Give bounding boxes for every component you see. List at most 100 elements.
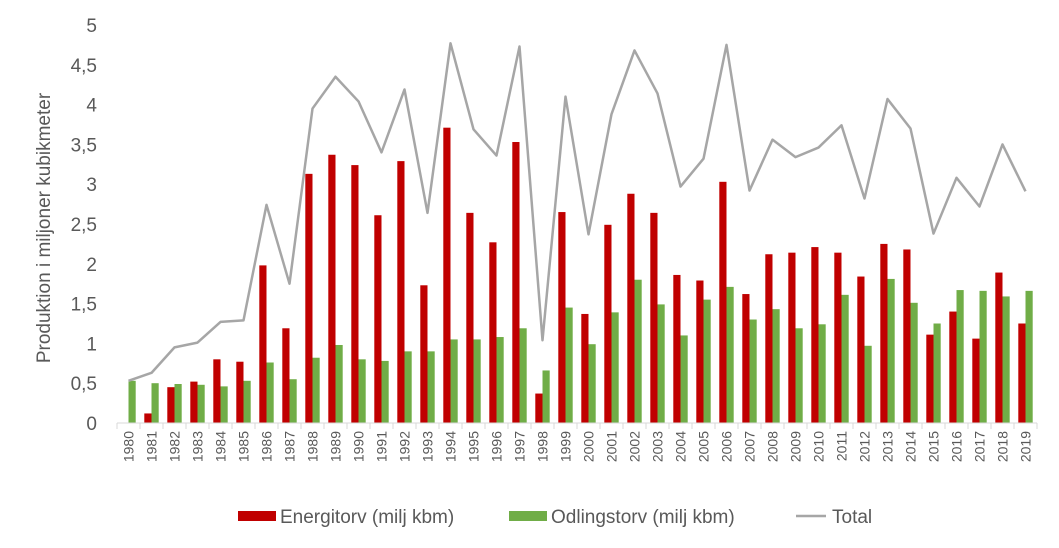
odlingstorv-bar <box>565 307 573 423</box>
odlingstorv-bar <box>381 360 389 423</box>
odlingstorv-bar <box>289 379 297 423</box>
x-tick-label: 2009 <box>788 431 804 462</box>
energitorv-bar <box>305 173 313 423</box>
energitorv-bar <box>190 381 198 423</box>
odlingstorv-bar <box>266 362 274 423</box>
energitorv-bar <box>903 249 911 423</box>
energitorv-bar <box>604 224 612 423</box>
y-axis-label-group: Produktion i miljoner kubikmeter <box>34 92 55 363</box>
energitorv-bar <box>282 328 290 423</box>
energitorv-bar <box>213 359 221 423</box>
x-tick-label: 2013 <box>880 431 896 462</box>
odlingstorv-bar <box>887 278 895 423</box>
y-tick-label: 0 <box>86 414 97 435</box>
legend-label: Total <box>832 507 872 528</box>
energitorv-bar <box>926 334 934 423</box>
odlingstorv-bar <box>956 290 964 423</box>
legend-swatch <box>509 511 547 521</box>
x-tick-label: 2018 <box>995 431 1011 462</box>
y-tick-labels: 0 0,5 1 1,5 2 2,5 3 3,5 4 4,5 5 <box>71 16 98 435</box>
x-tick-label: 2016 <box>949 431 965 462</box>
y-tick-label: 4,5 <box>71 56 97 77</box>
energitorv-bar <box>995 272 1003 423</box>
total-line-group <box>128 42 1027 382</box>
odlingstorv-bar <box>358 359 366 423</box>
odlingstorv-bar <box>933 323 941 423</box>
x-tick-label: 1992 <box>397 431 413 462</box>
odlingstorv-bar <box>312 357 320 423</box>
x-tick-label: 2004 <box>673 431 689 462</box>
energitorv-bar <box>788 252 796 423</box>
x-tick-label: 1995 <box>466 431 482 462</box>
x-tick-label: 2003 <box>650 431 666 462</box>
energitorv-bar <box>696 280 704 423</box>
energitorv-bar <box>581 313 589 423</box>
legend: Energitorv (milj kbm) Odlingstorv (milj k… <box>238 507 872 528</box>
energitorv-bar <box>811 247 819 423</box>
x-tick-label: 2006 <box>719 431 735 462</box>
energitorv-bar <box>949 311 957 423</box>
odlingstorv-bar <box>680 335 688 423</box>
x-tick-label: 1981 <box>144 431 160 462</box>
x-tick-label: 2019 <box>1018 431 1034 462</box>
energitorv-bar <box>351 165 359 423</box>
energitorv-bar <box>144 413 152 423</box>
odlingstorv-bar <box>910 302 918 423</box>
x-tick-label: 2014 <box>903 431 919 462</box>
total-line <box>128 42 1027 382</box>
energitorv-bar <box>489 242 497 423</box>
y-tick-label: 2,5 <box>71 215 97 236</box>
odlingstorv-bar <box>151 383 159 423</box>
odlingstorv-bar <box>473 339 481 423</box>
x-tick-label: 1986 <box>259 431 275 462</box>
energitorv-bar <box>443 127 451 424</box>
energitorv-bar <box>558 212 566 423</box>
bars <box>128 127 1033 424</box>
x-tick-label: 2015 <box>926 431 942 462</box>
x-tick-label: 1993 <box>420 431 436 462</box>
x-tick-label: 2011 <box>834 431 850 461</box>
y-tick-label: 1,5 <box>71 295 97 316</box>
x-tick-label: 1989 <box>328 431 344 462</box>
odlingstorv-bar <box>795 328 803 423</box>
y-axis-label: Produktion i miljoner kubikmeter <box>34 92 55 363</box>
energitorv-bar <box>880 243 888 423</box>
energitorv-bar <box>466 212 474 423</box>
legend-label: Odlingstorv (milj kbm) <box>551 507 735 528</box>
x-tick-label: 1988 <box>305 431 321 462</box>
energitorv-bar <box>397 161 405 423</box>
odlingstorv-bar <box>128 380 136 423</box>
x-tick-label: 1990 <box>351 431 367 462</box>
odlingstorv-bar <box>749 319 757 423</box>
energitorv-bar <box>857 276 865 423</box>
odlingstorv-bar <box>634 279 642 423</box>
x-tick-label: 1985 <box>236 431 252 462</box>
energitorv-bar <box>374 215 382 423</box>
x-tick-label: 2002 <box>627 431 643 462</box>
legend-swatch <box>238 511 276 521</box>
x-tick-label: 2001 <box>604 431 620 462</box>
x-tick-label: 2017 <box>972 431 988 462</box>
x-tick-label: 1998 <box>535 431 551 462</box>
odlingstorv-bar <box>243 380 251 423</box>
energitorv-bar <box>650 212 658 423</box>
x-tick-label: 1994 <box>443 431 459 462</box>
odlingstorv-bar <box>726 286 734 423</box>
energitorv-bar <box>236 361 244 423</box>
odlingstorv-bar <box>1002 296 1010 423</box>
energitorv-bar <box>1018 323 1026 423</box>
y-tick-label: 2 <box>86 255 97 276</box>
x-tick-label: 1987 <box>282 431 298 462</box>
odlingstorv-bar <box>404 351 412 423</box>
odlingstorv-bar <box>611 312 619 423</box>
energitorv-bar <box>765 254 773 423</box>
y-tick-label: 0,5 <box>71 374 97 395</box>
energitorv-bar <box>972 338 980 423</box>
odlingstorv-bar <box>542 370 550 423</box>
odlingstorv-bar <box>450 339 458 423</box>
y-tick-label: 1 <box>86 334 97 355</box>
x-tick-label: 2010 <box>811 431 827 462</box>
x-tick-marks <box>116 423 1038 429</box>
odlingstorv-bar <box>818 324 826 423</box>
